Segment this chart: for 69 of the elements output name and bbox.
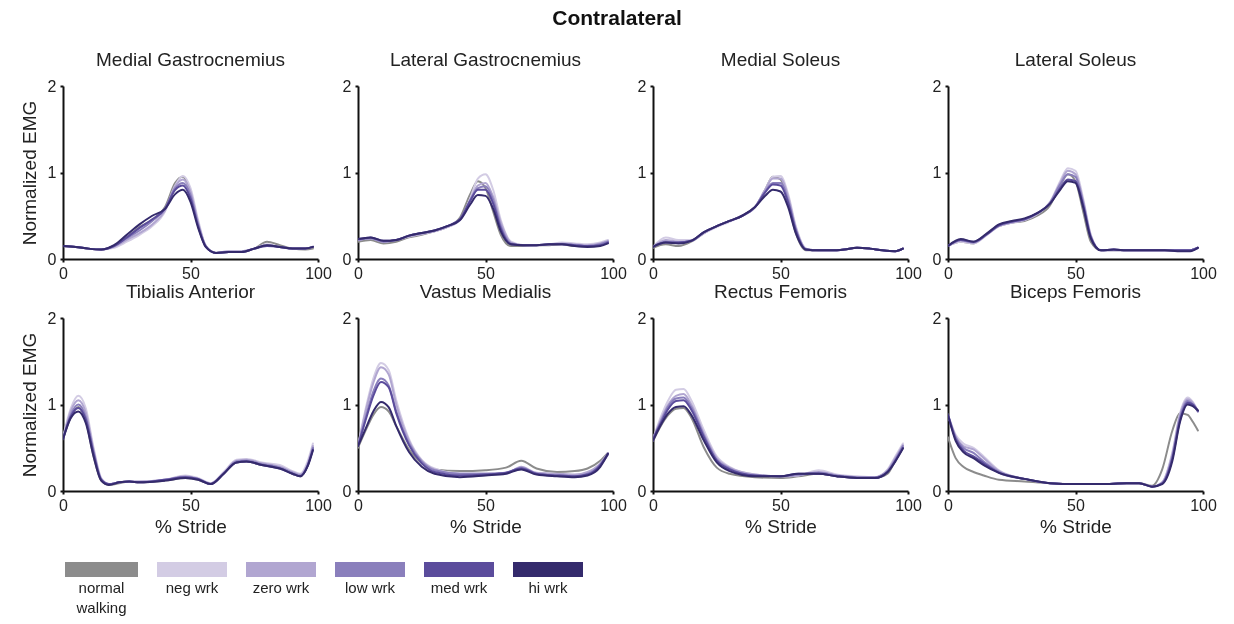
x-tick-label: 100 — [1190, 496, 1217, 514]
y-tick-label: 2 — [932, 77, 942, 95]
chart-title: Lateral Soleus — [1014, 49, 1137, 70]
x-axis-title: % Stride — [1040, 515, 1112, 537]
x-tick-label: 50 — [477, 496, 495, 514]
x-tick-label: 50 — [182, 496, 200, 514]
x-tick-label: 50 — [182, 264, 200, 282]
x-axis-title: % Stride — [450, 515, 522, 537]
x-tick-label: 100 — [600, 264, 627, 282]
y-tick-label: 0 — [637, 250, 647, 268]
legend-label: hi wrk — [527, 578, 569, 598]
y-tick-label: 2 — [932, 309, 942, 327]
x-tick-label: 0 — [649, 496, 659, 514]
y-tick-label: 1 — [932, 396, 942, 413]
x-tick-label: 100 — [305, 264, 332, 282]
y-tick-label: 0 — [342, 250, 352, 268]
x-tick-label: 0 — [354, 264, 364, 282]
x-axis-title: % Stride — [155, 515, 227, 537]
x-tick-label: 100 — [305, 496, 332, 514]
y-tick-label: 1 — [637, 396, 647, 413]
y-tick-label: 1 — [342, 164, 352, 181]
chart-title: Medial Gastrocnemius — [95, 49, 286, 70]
x-tick-label: 50 — [1067, 264, 1085, 282]
y-tick-label: 1 — [47, 396, 57, 413]
x-tick-label: 0 — [354, 496, 364, 514]
x-tick-label: 100 — [895, 496, 922, 514]
y-tick-label: 1 — [47, 164, 57, 181]
x-tick-label: 100 — [1190, 264, 1217, 282]
y-tick-label: 1 — [342, 396, 352, 413]
y-tick-label: 0 — [47, 482, 57, 500]
y-tick-label: 1 — [637, 164, 647, 181]
legend-label: med wrk — [429, 578, 489, 598]
y-tick-label: 2 — [47, 77, 57, 95]
y-tick-label: 0 — [932, 482, 942, 500]
y-tick-label: 1 — [932, 164, 942, 181]
y-tick-label: 2 — [637, 309, 647, 327]
chart-title: Lateral Gastrocnemius — [389, 49, 582, 70]
text: Contralateral — [551, 6, 683, 30]
legend-label: low wrk — [344, 578, 396, 598]
y-tick-label: 2 — [637, 77, 647, 95]
y-tick-label: 0 — [932, 250, 942, 268]
y-tick-label: 2 — [342, 309, 352, 327]
legend-label: zero wrk — [251, 578, 311, 598]
chart-title: Biceps Femoris — [1010, 281, 1141, 302]
y-axis-title: Normalized EMG — [18, 100, 40, 246]
x-tick-label: 0 — [59, 264, 69, 282]
y-tick-label: 2 — [47, 309, 57, 327]
y-axis-title: Normalized EMG — [18, 332, 40, 478]
x-axis-title: % Stride — [745, 515, 817, 537]
chart-title: Tibialis Anterior — [125, 281, 256, 302]
x-tick-label: 50 — [772, 264, 790, 282]
x-tick-label: 0 — [944, 496, 954, 514]
x-tick-label: 50 — [772, 496, 790, 514]
x-tick-label: 100 — [600, 496, 627, 514]
y-tick-label: 0 — [47, 250, 57, 268]
legend-label: normal walking — [75, 578, 128, 618]
chart-title: Vastus Medialis — [419, 281, 552, 302]
x-tick-label: 0 — [944, 264, 954, 282]
x-tick-label: 0 — [59, 496, 69, 514]
x-tick-label: 50 — [1067, 496, 1085, 514]
x-tick-label: 100 — [895, 264, 922, 282]
x-tick-label: 50 — [477, 264, 495, 282]
legend-label: neg wrk — [164, 578, 220, 598]
chart-title: Medial Soleus — [720, 49, 841, 70]
x-tick-label: 0 — [649, 264, 659, 282]
y-tick-label: 0 — [342, 482, 352, 500]
y-tick-label: 2 — [342, 77, 352, 95]
chart-title: Rectus Femoris — [713, 281, 848, 302]
y-tick-label: 0 — [637, 482, 647, 500]
